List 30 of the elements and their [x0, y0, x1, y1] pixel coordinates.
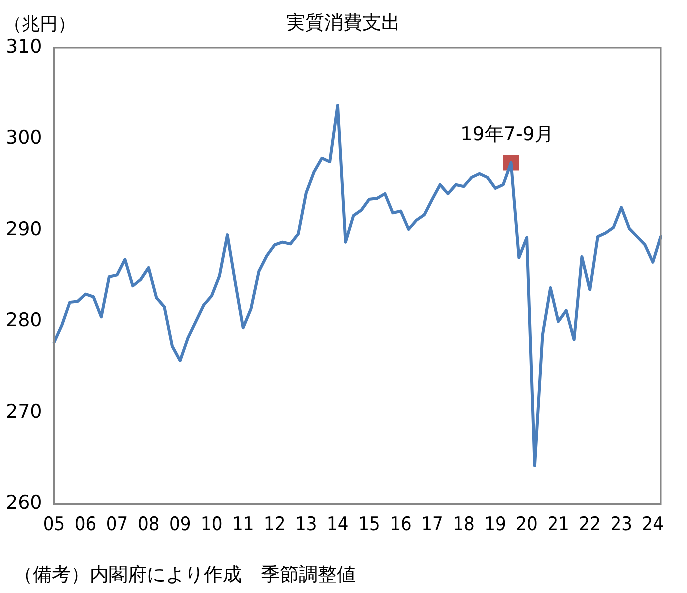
- x-tick-label: 18: [453, 514, 475, 536]
- x-tick-label: 12: [264, 514, 286, 536]
- text: （備考）内閣府により作成 季節調整値: [14, 564, 356, 586]
- chart-title: 実質消費支出: [286, 12, 400, 34]
- annotation: 19年7-9月: [460, 123, 554, 146]
- y-tick-label: 300: [6, 127, 42, 150]
- x-tick-label: 13: [296, 514, 318, 536]
- x-tick-label: 07: [106, 514, 128, 536]
- x-tick-label: 15: [358, 514, 380, 536]
- y-tick-label: 270: [6, 400, 42, 423]
- x-tick-label: 06: [74, 514, 97, 536]
- x-tick-label: 24: [642, 514, 664, 536]
- x-tick-label: 17: [422, 514, 444, 536]
- x-tick-label: 21: [548, 514, 570, 536]
- x-tick-label: 23: [610, 514, 632, 536]
- x-tick-label: 08: [138, 514, 160, 536]
- x-tick-label: 19: [484, 514, 506, 536]
- x-tick-label: 14: [327, 514, 349, 536]
- x-tick-label: 22: [579, 514, 601, 536]
- y-tick-label: 310: [6, 36, 42, 58]
- x-tick-label: 11: [232, 514, 254, 536]
- y-axis-title: （兆円）: [4, 13, 76, 36]
- x-tick-label: 05: [43, 514, 66, 536]
- x-tick-label: 20: [516, 514, 538, 536]
- x-tick-label: 09: [169, 514, 192, 536]
- x-tick-label: 16: [390, 514, 412, 536]
- y-tick-label: 260: [6, 492, 42, 514]
- y-tick-label: 280: [6, 310, 42, 332]
- y-tick-label: 290: [6, 218, 42, 240]
- x-tick-label: 10: [200, 514, 223, 536]
